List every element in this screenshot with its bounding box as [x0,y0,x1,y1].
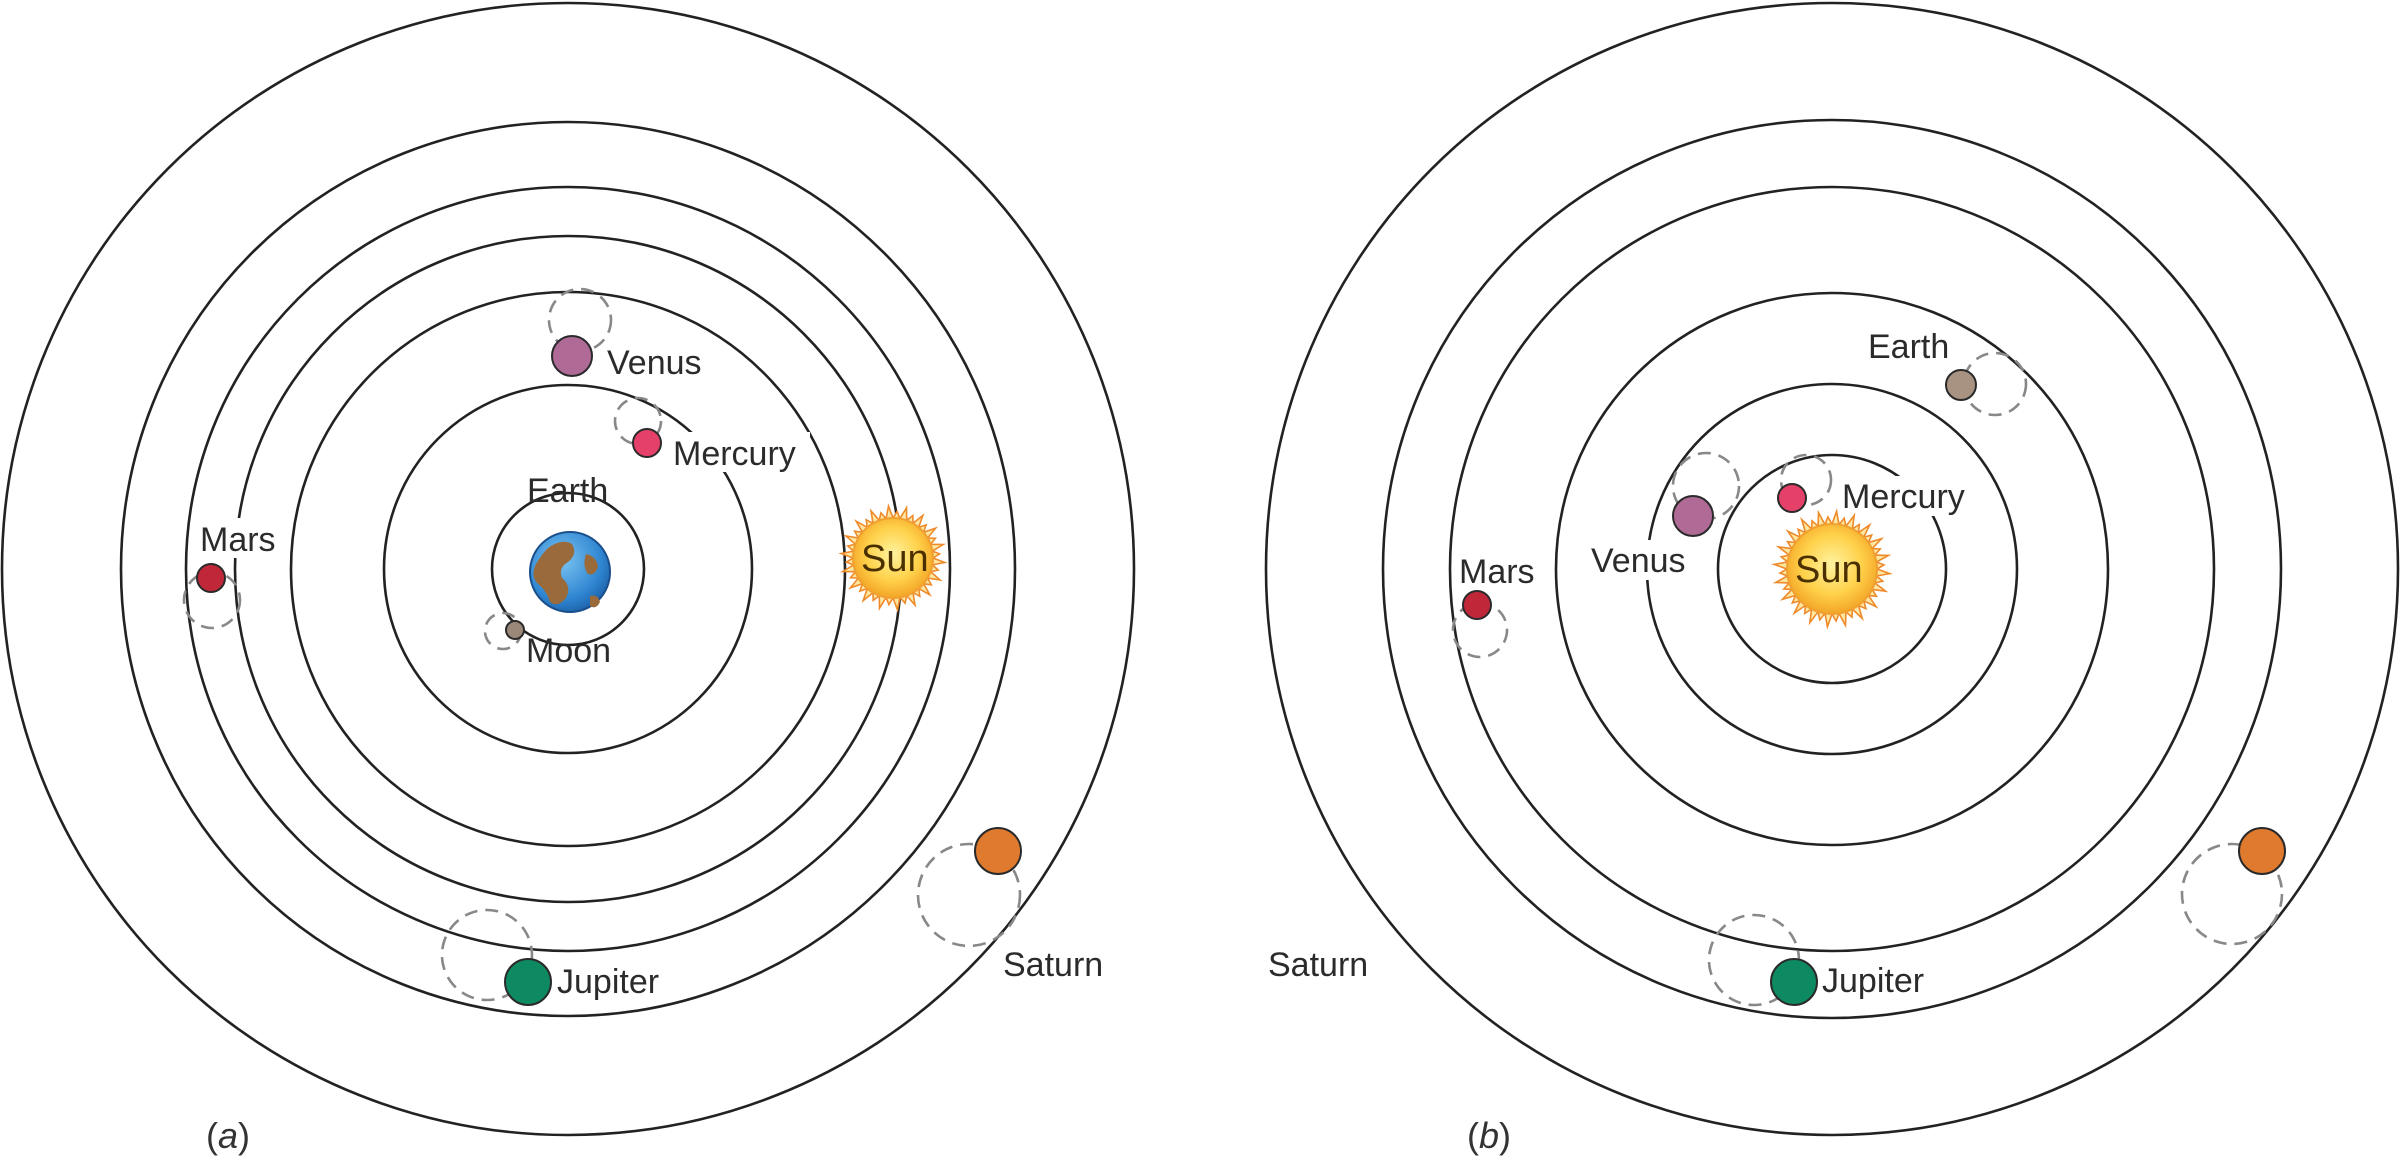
earth-b [1945,369,1977,401]
sun-a [838,503,948,613]
earth-a [529,531,611,613]
label-jupiter-a: Jupiter [557,963,659,1001]
jupiter-b [1770,958,1818,1006]
orbit-mercury-a [382,383,754,755]
mercury-a [632,428,662,458]
orbit-mars-a [184,185,952,953]
label-mars-a: Mars [200,521,276,559]
orbit-earth-b [1554,291,2110,847]
label-earth-b: Earth [1868,328,1949,366]
label-venus-b: Venus [1591,542,1686,580]
mars-b [1462,590,1492,620]
mercury-b [1777,483,1807,513]
label-sun-a: Sun [861,538,929,580]
label-mars-b: Mars [1459,553,1535,591]
epicycle-saturn-a [916,842,1022,948]
earth-land [533,541,600,608]
orbit-mercury-b [1716,453,1948,685]
mars-a [196,563,226,593]
venus-b [1672,495,1714,537]
epicycle-mercury-b [1779,453,1833,507]
orbits-b [1264,1,2400,1137]
label-sun-b: Sun [1795,549,1863,591]
epicycle-earth-b [1962,351,2028,417]
orbit-moon-a [490,491,646,647]
saturn-a [974,827,1022,875]
panel-label-a: (a) [206,1115,250,1156]
label-venus-a: Venus [607,344,702,382]
epicycle-saturn-b [2180,842,2284,946]
panel-b-heliocentric: Sun Mercury Venus Earth Mars Jupiter Sat… [1264,1,2400,1156]
orbit-mars-b [1448,185,2216,953]
orbit-saturn-a [0,1,1136,1137]
label-saturn-a: Saturn [1003,946,1103,984]
epicycle-jupiter-a [440,908,534,1002]
label-jupiter-b: Jupiter [1822,962,1924,1000]
label-moon-a: Moon [526,632,611,670]
label-mercury-b: Mercury [1842,478,1965,516]
epicycle-mercury-a [613,396,663,446]
venus-a [551,335,593,377]
saturn-b [2238,827,2286,875]
label-earth-a: Earth [527,472,608,510]
panel-a-geocentric: Earth Moon Mercury Venus Sun Mars Jupite… [0,1,1136,1156]
orbit-saturn-b [1264,1,2400,1137]
panel-label-b: (b) [1467,1115,1511,1156]
label-saturn-b: Saturn [1268,946,1368,984]
label-mercury-a: Mercury [673,435,796,473]
sun-b [1771,508,1893,630]
orbit-jupiter-a [119,120,1017,1018]
orbit-jupiter-b [1381,118,2283,1020]
jupiter-a [504,958,552,1006]
moon-a [505,620,525,640]
